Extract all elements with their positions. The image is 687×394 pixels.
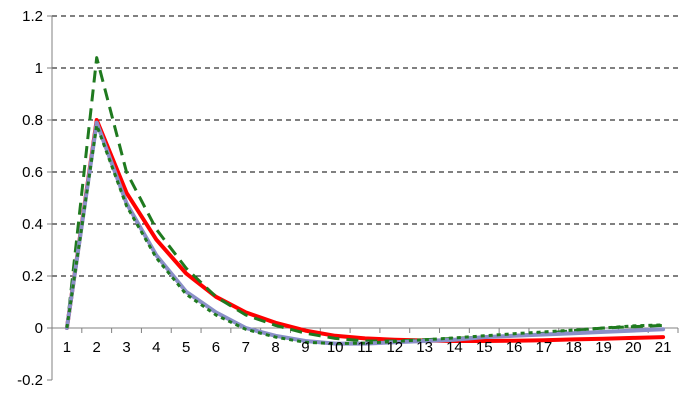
x-tick-label: 18 (565, 339, 582, 356)
x-tick-label: 6 (212, 339, 220, 356)
axes (47, 15, 679, 381)
x-tick-label: 8 (271, 339, 279, 356)
x-tick-label: 12 (386, 339, 403, 356)
x-tick-label: 4 (152, 339, 160, 356)
x-tick-label: 20 (625, 339, 642, 356)
y-tick-label: 0.6 (22, 164, 43, 181)
x-tick-label: 13 (416, 339, 433, 356)
x-tick-label: 15 (476, 339, 493, 356)
series-line-4 (65, 123, 664, 346)
y-tick-label: 0.8 (22, 112, 43, 129)
x-tick-label: 9 (301, 339, 309, 356)
series-line-1 (64, 118, 666, 343)
x-tick-labels: 1 2 3 4 5 6 7 8 9 10 11 12 13 14 15 16 17 18 19 20 21 (63, 339, 672, 356)
y-tick-label: -0.2 (17, 372, 43, 389)
series-line-2 (65, 56, 664, 343)
x-tick-label: 16 (506, 339, 523, 356)
y-tick-label: 1.2 (22, 8, 43, 25)
series-lines (64, 56, 666, 346)
y-tick-label: 0.4 (22, 216, 43, 233)
x-tick-label: 17 (536, 339, 553, 356)
y-tick-label: 0 (35, 320, 43, 337)
x-tick-label: 14 (446, 339, 463, 356)
series-line-3 (64, 120, 666, 346)
y-tick-label: 0.2 (22, 268, 43, 285)
y-tick-labels: -0.2 0 0.2 0.4 0.6 0.8 1 1.2 (17, 8, 43, 389)
x-tick-label: 10 (327, 339, 344, 356)
x-tick-label: 5 (182, 339, 190, 356)
x-tick-label: 11 (357, 339, 373, 356)
y-tick-label: 1 (35, 60, 43, 77)
x-tick-label: 1 (63, 339, 71, 356)
x-tick-label: 7 (242, 339, 250, 356)
x-tick-label: 3 (122, 339, 130, 356)
x-tick-label: 2 (93, 339, 101, 356)
x-tick-label: 21 (655, 339, 672, 356)
x-tick-label: 19 (595, 339, 612, 356)
